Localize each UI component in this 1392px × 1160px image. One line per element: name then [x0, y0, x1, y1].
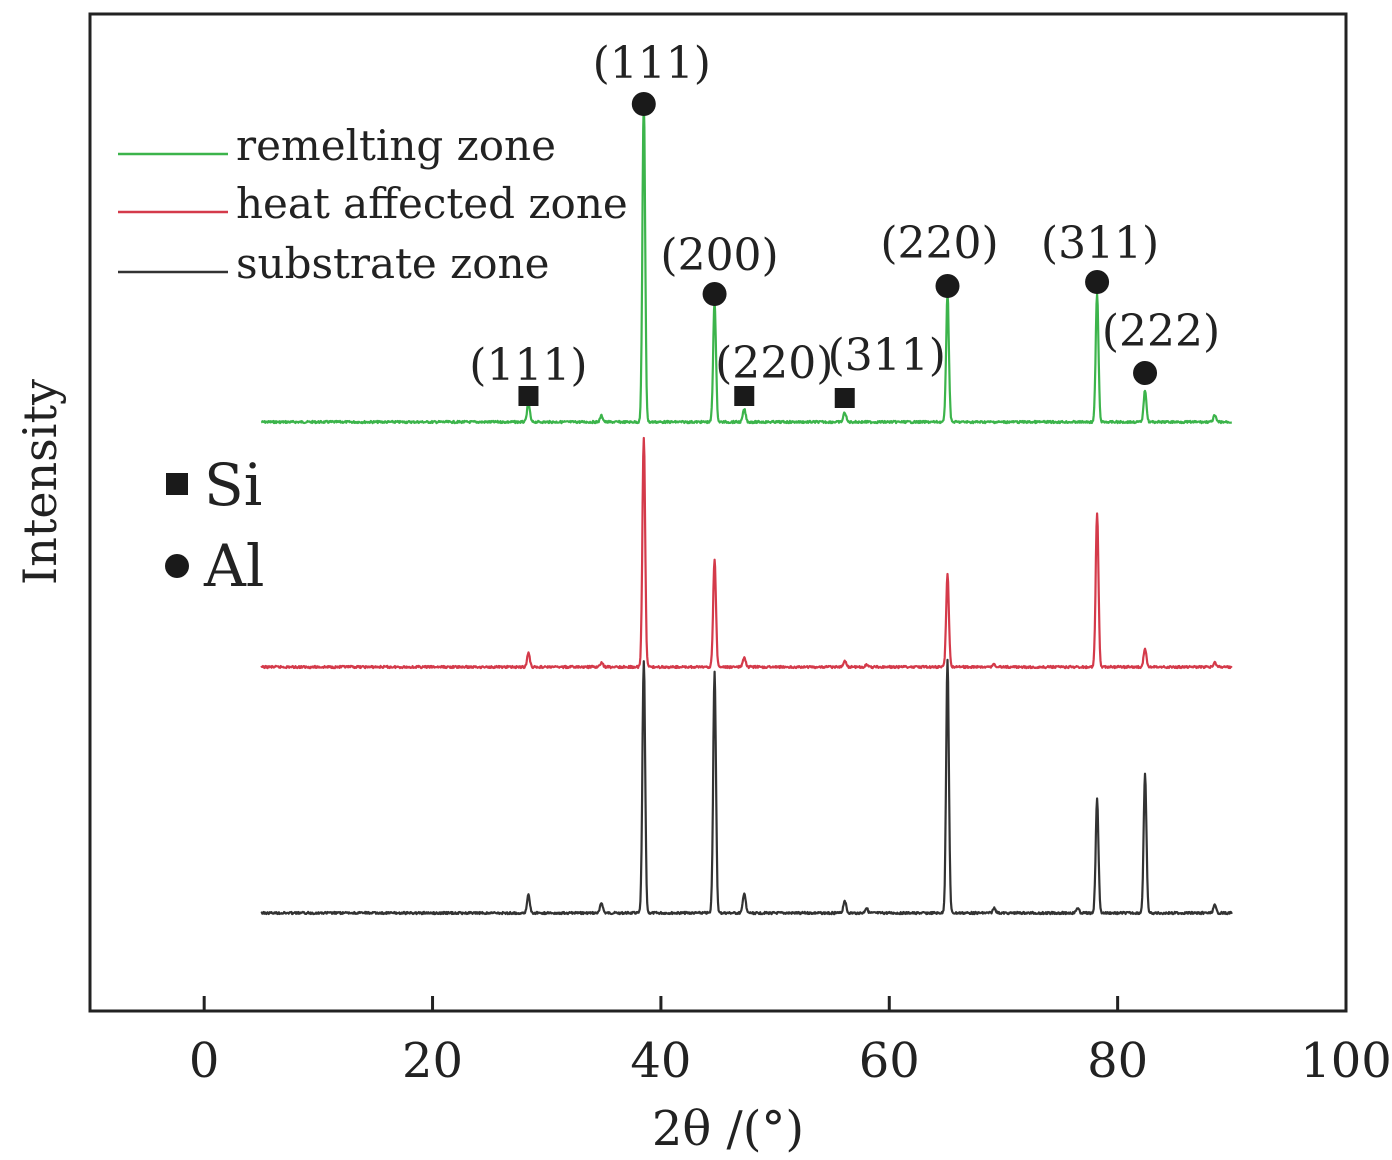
al-circle-marker	[1085, 270, 1110, 294]
series-legend: remelting zone heat affected zone substrat…	[118, 121, 628, 288]
peak-label: (220)	[880, 218, 998, 269]
x-tick-label: 40	[630, 1033, 691, 1089]
si-legend-square	[166, 473, 188, 495]
x-tick-label: 60	[859, 1033, 920, 1089]
peak-label: (311)	[1041, 218, 1159, 269]
peak-label: (220)	[715, 338, 833, 389]
phase-legend-label: Si	[204, 451, 262, 519]
series-line-2	[260, 436, 1233, 670]
si-square-marker	[834, 388, 855, 408]
legend-entry: heat affected zone	[236, 179, 628, 228]
legend-entry: substrate zone	[236, 239, 549, 288]
peak-label: (311)	[828, 330, 946, 381]
si-square-marker	[734, 386, 755, 406]
al-circle-marker	[631, 92, 656, 116]
series-traces	[260, 100, 1233, 916]
al-circle-marker	[935, 274, 960, 298]
al-legend-circle	[165, 554, 189, 578]
al-circle-marker	[1133, 361, 1158, 385]
x-tick-label: 80	[1087, 1033, 1148, 1089]
peak-label: (222)	[1102, 306, 1220, 357]
peak-label: (111)	[469, 340, 587, 391]
x-axis-label: 2θ /(°)	[652, 1101, 804, 1157]
plot-frame	[88, 12, 1348, 1013]
x-tick-label: 100	[1300, 1033, 1392, 1089]
phase-legend: Si Al	[165, 451, 264, 600]
x-tick-label: 0	[189, 1033, 220, 1089]
series-line-3	[260, 658, 1233, 916]
phase-legend-label: Al	[203, 532, 264, 600]
series-line-1	[260, 100, 1233, 425]
peak-annotations: (111)(111)(200)(220)(311)(220) (311)(222)	[469, 38, 1220, 408]
peak-label: (200)	[660, 230, 778, 281]
peak-label: (111)	[593, 38, 711, 89]
legend-entry: remelting zone	[236, 121, 556, 170]
al-circle-marker	[702, 282, 727, 306]
y-axis-label: Intensity	[13, 379, 67, 585]
x-tick-label: 20	[402, 1033, 463, 1089]
x-axis: 0 20 40 60 80 100	[189, 996, 1392, 1089]
si-square-marker	[518, 386, 539, 406]
